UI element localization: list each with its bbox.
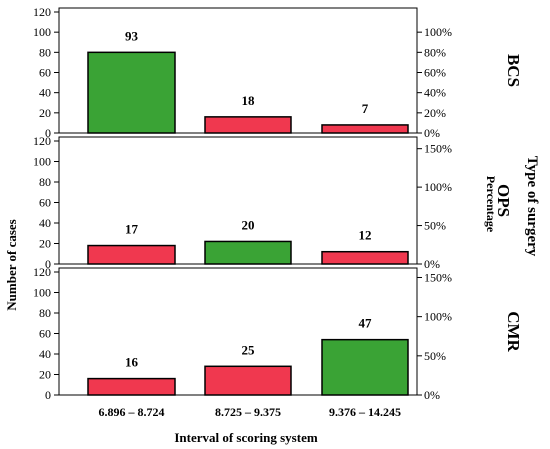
y2-tick-label: 20% (424, 106, 446, 120)
y-axis-label: Number of cases (4, 219, 19, 310)
y-tick-label: 80 (39, 45, 51, 59)
y2-tick-label: 50% (424, 349, 446, 363)
bar-cmr-2 (204, 365, 292, 396)
y2-tick-label: 0% (424, 257, 440, 271)
y2-tick-label: 80% (424, 45, 446, 59)
y-tick-label: 20 (39, 237, 51, 251)
y2-tick-label: 60% (424, 66, 446, 80)
bar-value-label: 7 (362, 101, 369, 116)
y-tick-label: 100 (33, 155, 51, 169)
bar-value-label: 16 (125, 355, 139, 370)
chart-panels: 0204060801001200%20%40%60%80%100%93187BC… (33, 5, 523, 419)
y2-tick-label: 0% (424, 126, 440, 140)
bar-ops-3 (321, 250, 409, 265)
bar-ops-2 (204, 240, 292, 265)
bar-bcs-2 (204, 116, 292, 134)
y2-tick-label: 100% (424, 180, 452, 194)
facet-axis-label: Type of surgery (524, 156, 540, 257)
facet-name-cmr: CMR (504, 311, 523, 352)
bar-value-label: 18 (242, 93, 256, 108)
y-tick-label: 120 (33, 265, 51, 279)
y2-tick-label: 150% (424, 142, 452, 156)
y-tick-label: 0 (45, 388, 51, 402)
y2-tick-label: 100% (424, 310, 452, 324)
y2-tick-label: 40% (424, 86, 446, 100)
bar-value-label: 47 (359, 316, 373, 331)
facet-name-bcs: BCS (504, 54, 523, 87)
y-tick-label: 80 (39, 175, 51, 189)
bar-value-label: 20 (242, 217, 255, 232)
y-tick-label: 80 (39, 306, 51, 320)
y2-tick-label: 50% (424, 219, 446, 233)
y-tick-label: 120 (33, 134, 51, 148)
bar-value-label: 17 (125, 222, 139, 237)
bar-cmr-3 (321, 338, 409, 396)
facet-name-ops: OPS (494, 184, 513, 217)
y-tick-label: 40 (39, 86, 51, 100)
y-tick-label: 0 (45, 126, 51, 140)
y-tick-label: 120 (33, 5, 51, 19)
x-tick-label: 6.896 – 8.724 (99, 405, 165, 419)
secondary-y-axis-label: Percentage (484, 176, 498, 233)
y-tick-label: 40 (39, 347, 51, 361)
y2-tick-label: 0% (424, 388, 440, 402)
bar-bcs-1 (87, 51, 176, 134)
y-tick-label: 60 (39, 327, 51, 341)
x-axis-label: Interval of scoring system (174, 430, 318, 445)
y-tick-label: 100 (33, 286, 51, 300)
y-tick-label: 40 (39, 216, 51, 230)
bar-ops-1 (87, 244, 176, 265)
y-tick-label: 100 (33, 25, 51, 39)
x-tick-label: 8.725 – 9.375 (215, 405, 281, 419)
y2-tick-label: 150% (424, 270, 452, 284)
y-tick-label: 60 (39, 66, 51, 80)
bar-value-label: 93 (125, 28, 139, 43)
y-tick-label: 60 (39, 196, 51, 210)
bar-value-label: 12 (359, 228, 372, 243)
bar-cmr-1 (87, 377, 176, 396)
y-tick-label: 0 (45, 257, 51, 271)
x-tick-label: 9.376 – 14.245 (329, 405, 401, 419)
bar-bcs-3 (321, 124, 409, 134)
y-tick-label: 20 (39, 106, 51, 120)
y-tick-label: 20 (39, 368, 51, 382)
y2-tick-label: 100% (424, 25, 452, 39)
bar-value-label: 25 (242, 342, 256, 357)
